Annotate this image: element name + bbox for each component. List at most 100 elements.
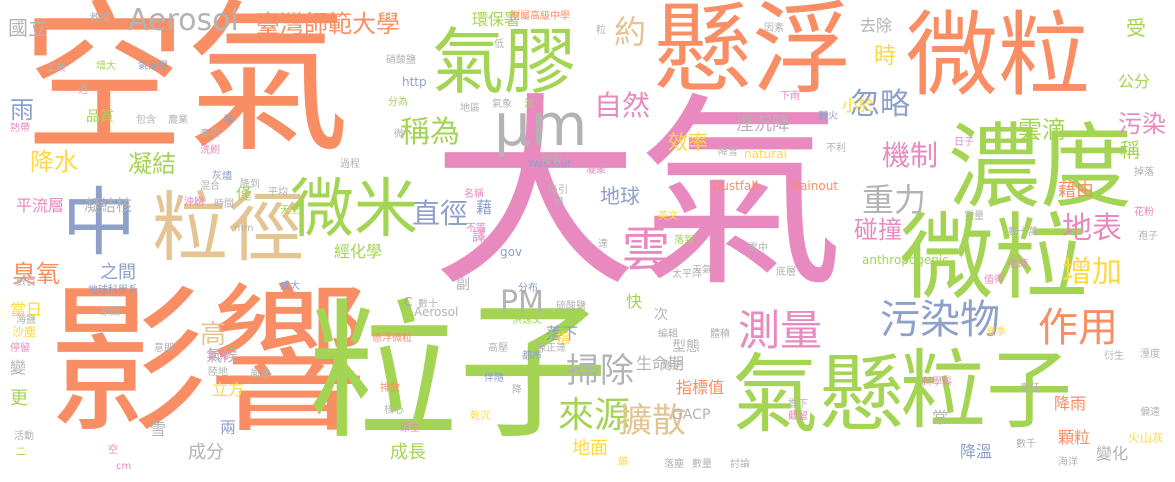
word-cloud-term: 偏遠: [1140, 407, 1160, 418]
word-cloud-term: 受: [1126, 16, 1146, 40]
word-cloud-term: 乾沉: [470, 411, 490, 422]
word-cloud-term: 硫酸鹽: [556, 301, 586, 312]
word-cloud-term: 氣象: [492, 99, 512, 110]
word-cloud-term: 日子: [954, 137, 974, 148]
word-cloud-term: 來源: [558, 395, 631, 436]
word-cloud-term: 混合: [200, 181, 220, 192]
word-cloud-term: 海洋: [1058, 457, 1078, 468]
word-cloud-term: 風速: [250, 369, 270, 380]
word-cloud-term: 譯: [472, 229, 486, 245]
word-cloud-term: natural: [744, 147, 787, 161]
word-cloud-term: 立方: [212, 380, 245, 399]
word-cloud-term: Washout: [528, 159, 572, 170]
word-cloud-term: 環保署: [472, 10, 521, 29]
word-cloud-term: 微粒: [900, 204, 1089, 313]
word-cloud-term: 雪: [150, 420, 167, 439]
word-cloud-term: 數十: [418, 299, 438, 310]
word-cloud-term: 快: [626, 292, 643, 311]
word-cloud-term: 沙塵: [12, 325, 37, 339]
word-cloud-term: 國立: [8, 16, 48, 40]
word-cloud-term: 藉由: [1058, 180, 1094, 201]
word-cloud-term: 沖刷: [184, 197, 204, 208]
word-cloud-term: 粒子: [900, 341, 1072, 441]
word-cloud-term: 氣懸: [732, 345, 904, 445]
word-cloud-term: 牽引: [200, 129, 220, 140]
word-cloud-term: 伴隨: [484, 373, 504, 384]
word-cloud-term: 小於: [842, 96, 875, 115]
word-cloud-term: μm: [494, 91, 588, 159]
word-cloud-term: 排放: [380, 383, 400, 394]
word-cloud-term: 極: [554, 197, 564, 208]
word-cloud-term: 重力: [862, 181, 927, 219]
word-cloud-term: 體積: [710, 329, 730, 340]
word-cloud-term: anthropogenic: [862, 253, 949, 267]
word-cloud-term: 機制: [882, 139, 939, 172]
word-cloud-term: 當日: [10, 300, 43, 319]
word-cloud-term: 花粉: [1134, 207, 1154, 218]
word-cloud-term: 值得: [984, 275, 1004, 286]
word-cloud-term: 因素: [764, 23, 784, 34]
word-cloud-term: 測量: [738, 306, 823, 355]
word-cloud-term: 硝酸鹽: [386, 55, 416, 66]
word-cloud-term: 夏季: [986, 327, 1006, 338]
word-cloud-term: 沉: [524, 99, 534, 110]
word-cloud-term: Aerosol: [414, 305, 459, 319]
word-cloud-term: 氣候: [206, 346, 239, 365]
word-cloud-term: 公分: [1118, 72, 1151, 91]
word-cloud-term: 討論: [730, 459, 750, 470]
word-cloud-term: 停留: [10, 343, 30, 354]
word-cloud-term: GACP: [672, 407, 711, 423]
word-cloud-term: 作用: [1038, 305, 1118, 351]
word-cloud-term: 稱為: [400, 115, 460, 150]
word-cloud-term: 地表: [1062, 211, 1122, 246]
word-cloud-term: 落塵: [664, 459, 684, 470]
word-cloud-term: 截留: [788, 411, 808, 422]
word-cloud-term: 灰燼: [212, 171, 232, 182]
word-cloud-term: 分布: [518, 283, 538, 294]
word-cloud-term: Aerosol: [128, 3, 239, 38]
word-cloud-term: 不等: [466, 223, 486, 234]
word-cloud-term: 氣溶膠: [138, 61, 168, 72]
word-cloud-term: 僅: [236, 184, 253, 203]
word-cloud-term: Rainout: [792, 179, 839, 193]
word-cloud-term: 增加: [1062, 255, 1122, 290]
word-cloud-term: 更: [10, 388, 28, 409]
word-cloud-term: 大氣: [432, 75, 845, 315]
word-cloud-term: 忽略: [850, 87, 910, 122]
word-cloud-term: 數百: [16, 277, 36, 288]
word-cloud-term: 意即: [154, 343, 174, 354]
word-cloud-term: 地面: [572, 438, 608, 459]
word-cloud-term: 數量: [692, 459, 712, 470]
word-cloud-term: 障: [224, 115, 234, 126]
word-cloud-term: 頗: [618, 457, 628, 468]
word-cloud-term: 隱定: [662, 361, 682, 372]
word-cloud-term: 教授: [90, 13, 110, 24]
word-cloud-term: Dustfall: [712, 179, 759, 193]
word-cloud-term: 平均: [268, 187, 288, 198]
word-cloud-term: 地區: [460, 103, 480, 114]
word-cloud-term: 效率: [668, 130, 708, 154]
word-cloud-term: 時間: [214, 199, 234, 210]
word-cloud-term: 雨: [10, 96, 34, 124]
word-cloud-term: 時: [874, 44, 897, 69]
word-cloud-term: 數十萬: [1008, 227, 1038, 238]
word-cloud-term: PM: [500, 285, 544, 320]
word-cloud-term: 粒: [596, 25, 606, 36]
word-cloud-term: 粒徑: [152, 183, 304, 272]
word-cloud-term: 凝結: [128, 150, 176, 178]
word-cloud-term: 污染物: [880, 297, 1000, 343]
word-cloud-term: 附屬高級中學: [510, 11, 570, 22]
word-cloud-term: 藉: [476, 198, 493, 217]
word-cloud-term: 掉落: [1134, 167, 1154, 178]
word-cloud-term: 短暫: [542, 155, 562, 166]
word-cloud-term: 地球科學系: [88, 285, 138, 296]
word-cloud-term: 地球: [600, 184, 640, 208]
word-cloud-term: 平流層: [16, 196, 65, 215]
word-cloud-term: 經化學: [334, 242, 383, 261]
word-cloud-term: 原因: [100, 307, 120, 318]
word-cloud-term: gov: [500, 245, 523, 259]
word-cloud-term: 太平洋: [672, 269, 702, 280]
word-cloud-term: 增大: [96, 61, 116, 72]
word-cloud-term: 副: [456, 277, 470, 293]
word-cloud-term: 科學科: [922, 377, 952, 388]
